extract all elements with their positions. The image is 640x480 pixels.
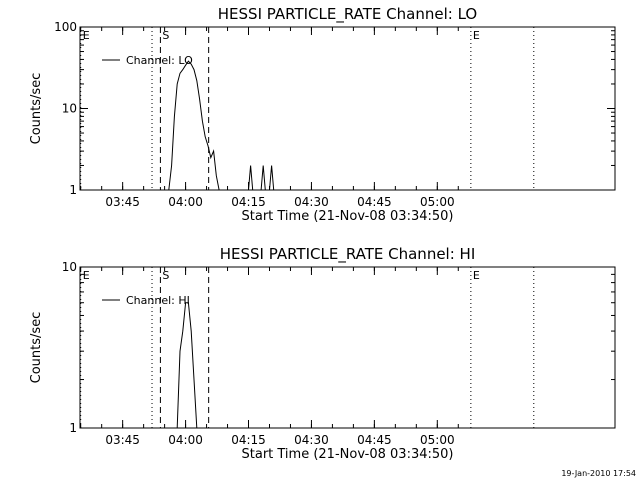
series-line [176,302,200,429]
x-axis-label: Start Time (21-Nov-08 03:34:50) [242,447,454,462]
x-tick-label: 04:15 [231,195,266,209]
x-tick-label: 04:45 [357,195,392,209]
y-axis-label: Counts/sec [29,73,44,145]
y-tick-label: 100 [54,20,77,34]
plot-frame [79,266,616,429]
x-tick-label: 04:30 [294,433,329,447]
x-tick-label: 05:00 [420,433,455,447]
print-timestamp: 19-Jan-2010 17:54 [561,469,636,478]
plot-panel-lo: HESSI PARTICLE_RATE Channel: LO 03:45 04:0… [29,5,616,224]
x-tick-label: 03:45 [105,433,140,447]
x-tick-label: 04:00 [168,433,203,447]
y-tick-label: 10 [62,102,77,116]
event-marker-label: E [83,29,90,42]
y-tick-label: 1 [69,421,77,435]
legend-label: Channel: LO [126,54,193,67]
x-axis-label: Start Time (21-Nov-08 03:34:50) [242,209,454,224]
event-marker-label: E [473,29,480,42]
event-marker-label: E [83,269,90,282]
x-tick-label: 05:00 [420,195,455,209]
event-marker-label: E [473,269,480,282]
y-tick-label: 1 [69,183,77,197]
x-tick-label: 04:30 [294,195,329,209]
chart-title: HESSI PARTICLE_RATE Channel: LO [218,5,477,24]
plot-panel-hi: HESSI PARTICLE_RATE Channel: HI 03:45 04:0… [29,245,616,462]
x-tick-label: 04:45 [357,433,392,447]
x-tick-label: 04:15 [231,433,266,447]
series-line [168,60,275,191]
legend-label: Channel: HI [126,294,190,307]
y-axis-label: Counts/sec [29,312,44,384]
event-marker-label: S [162,29,169,42]
event-marker-label: S [162,269,169,282]
chart-title: HESSI PARTICLE_RATE Channel: HI [220,245,476,264]
x-tick-label: 03:45 [105,195,140,209]
x-tick-label: 04:00 [168,195,203,209]
y-tick-label: 10 [62,260,77,274]
